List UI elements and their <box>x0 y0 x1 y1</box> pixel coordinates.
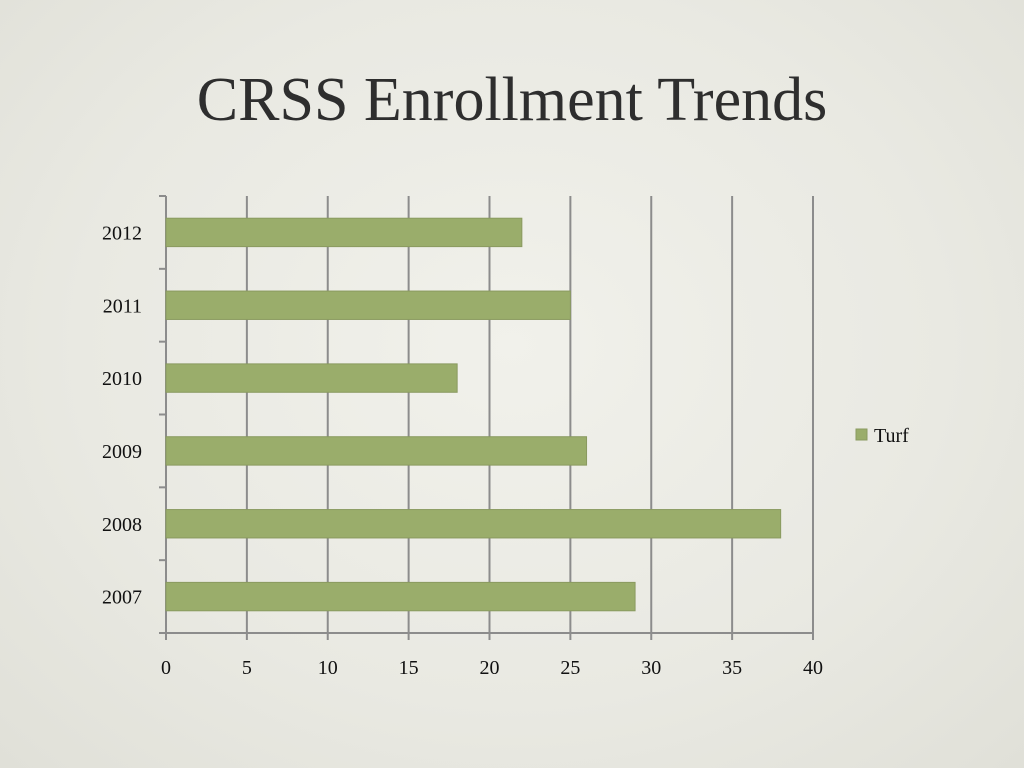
x-tick-label-40: 40 <box>803 657 823 679</box>
legend-swatch <box>855 428 868 441</box>
bar-2009 <box>165 436 588 466</box>
y-tick-label-2009: 2009 <box>102 441 142 463</box>
bars <box>165 217 782 612</box>
y-tick-label-2008: 2008 <box>102 514 142 536</box>
y-tick-label-2010: 2010 <box>102 368 142 390</box>
bar-2012 <box>165 217 523 248</box>
x-tick-label-0: 0 <box>161 657 171 679</box>
tick-labels: 0 5 10 15 20 25 30 35 40 2007 2008 2009 2010 2011 2012 <box>102 222 823 679</box>
x-tick-label-30: 30 <box>641 657 661 679</box>
bar-2011 <box>165 290 571 320</box>
x-tick-label-10: 10 <box>318 657 338 679</box>
gridlines <box>245 196 814 633</box>
y-tick-label-2012: 2012 <box>102 222 142 244</box>
x-tick-label-20: 20 <box>480 657 500 679</box>
y-tick-label-2007: 2007 <box>102 587 142 609</box>
bar-2010 <box>165 363 458 393</box>
slide-title: CRSS Enrollment Trends <box>196 66 828 134</box>
x-tick-label-35: 35 <box>722 657 742 679</box>
axes <box>159 195 814 640</box>
legend: Turf <box>855 425 909 447</box>
legend-label: Turf <box>874 425 909 447</box>
x-tick-label-5: 5 <box>242 657 252 679</box>
bar-2008 <box>165 509 782 539</box>
bar-2007 <box>165 581 636 612</box>
x-tick-label-15: 15 <box>399 657 419 679</box>
y-tick-label-2011: 2011 <box>103 295 142 317</box>
x-tick-label-25: 25 <box>560 657 580 679</box>
